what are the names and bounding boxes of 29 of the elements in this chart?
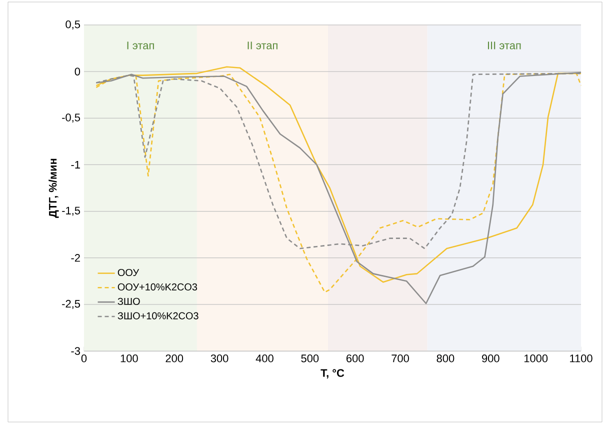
y-tick-label: -2,5 (62, 300, 80, 309)
y-tick-label: -1 (71, 160, 80, 168)
legend-label: ООУ (118, 269, 140, 276)
x-axis-title: T, °C (320, 369, 344, 378)
band-label: III этап (488, 42, 521, 50)
x-tick-label: 200 (166, 354, 184, 362)
y-tick-label: -0,5 (62, 114, 80, 123)
x-tick-label: 900 (482, 354, 500, 362)
y-tick-label: -3 (71, 347, 80, 355)
x-tick-label: 600 (346, 354, 364, 362)
x-tick-label: 100 (120, 354, 138, 362)
y-axis-title: ДТГ, %/мин (48, 158, 59, 218)
x-tick-label: 1000 (524, 354, 548, 362)
legend-label: ООУ+10%K2CO3 (118, 283, 198, 290)
x-tick-label: 300 (210, 354, 228, 362)
y-tick-label: -2 (71, 254, 80, 262)
legend-label: ЗШО (118, 298, 140, 305)
y-tick-label: 0,5 (66, 20, 80, 30)
x-tick-label: 500 (301, 354, 319, 362)
x-tick-label: 700 (392, 354, 409, 362)
band-label: I этап (127, 42, 154, 50)
x-tick-label: 0 (81, 354, 87, 362)
x-tick-label: 1100 (570, 354, 592, 362)
x-tick-label: 800 (436, 354, 454, 362)
y-tick-label: -1,5 (62, 206, 80, 216)
x-tick-label: 400 (256, 354, 274, 362)
y-tick-label: 0 (74, 68, 80, 76)
band-label: II этап (248, 42, 278, 50)
legend-label: ЗШО+10%K2CO3 (118, 312, 198, 320)
